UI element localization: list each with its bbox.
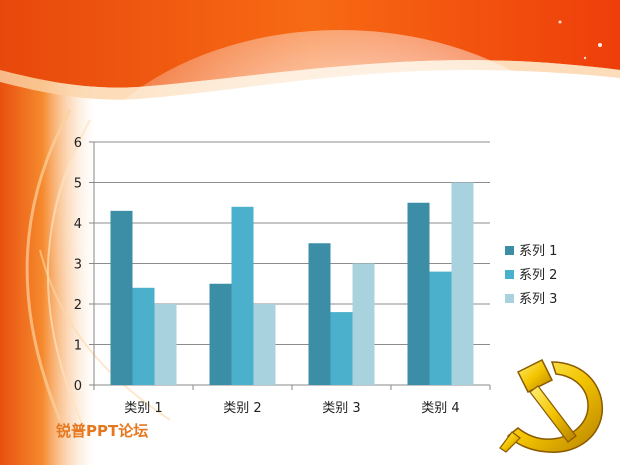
hammer-sickle-emblem-icon (499, 358, 603, 453)
bar (110, 210, 133, 385)
watermark-text: 锐普PPT论坛 (56, 422, 149, 440)
bar (132, 287, 155, 385)
legend-label: 系列 3 (519, 292, 557, 307)
bar (308, 243, 331, 385)
bar (253, 304, 276, 385)
bar (429, 271, 452, 385)
legend-label: 系列 2 (519, 268, 557, 283)
legend-swatch (505, 294, 514, 303)
y-tick-label: 5 (74, 177, 82, 192)
bar (352, 263, 375, 385)
y-tick-label: 6 (74, 136, 82, 151)
legend-swatch (505, 270, 514, 279)
y-tick-label: 3 (74, 258, 82, 273)
x-tick-label: 类别 1 (124, 401, 162, 416)
y-tick-label: 0 (74, 379, 82, 394)
x-tick-label: 类别 3 (322, 401, 360, 416)
bar (231, 206, 254, 385)
x-tick-label: 类别 2 (223, 401, 261, 416)
bar (154, 304, 177, 385)
y-tick-label: 4 (74, 217, 82, 232)
bar (451, 182, 474, 385)
legend-swatch (505, 246, 514, 255)
legend-label: 系列 1 (519, 244, 557, 259)
bar (330, 312, 353, 385)
bar (209, 283, 232, 385)
x-tick-label: 类别 4 (421, 401, 459, 416)
bar (407, 202, 430, 385)
y-tick-label: 2 (74, 298, 82, 313)
y-tick-label: 1 (74, 339, 82, 354)
